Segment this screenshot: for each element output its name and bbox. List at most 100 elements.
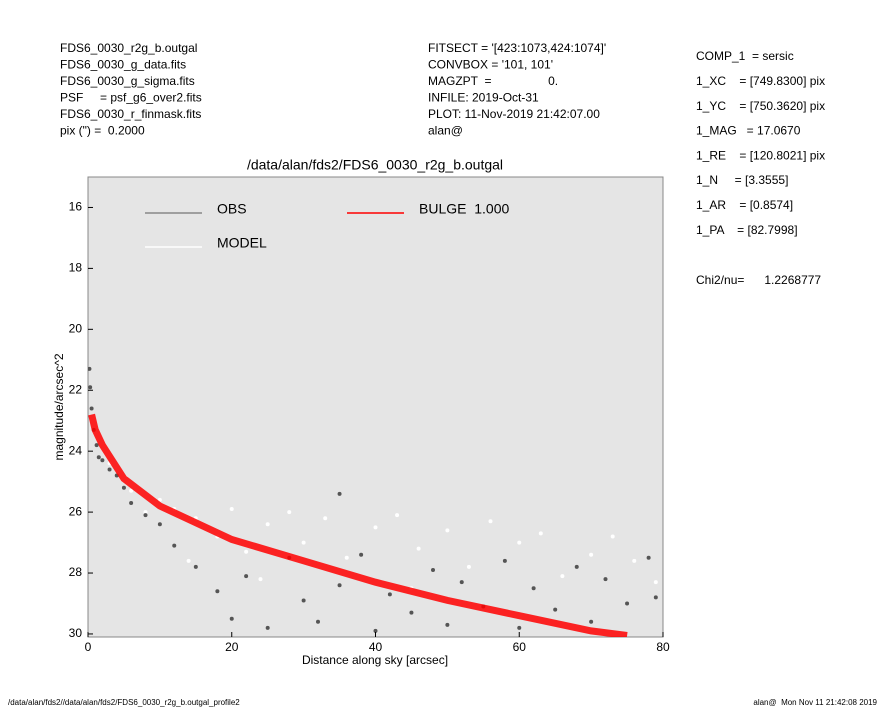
data-point: [94, 443, 99, 448]
y-tick-label: 26: [69, 504, 83, 518]
data-point: [553, 607, 558, 612]
data-point: [632, 558, 637, 563]
data-point: [517, 625, 522, 630]
data-point: [129, 488, 134, 493]
x-tick-label: 40: [369, 640, 383, 654]
data-point: [589, 552, 594, 557]
data-point: [301, 540, 306, 545]
y-tick-label: 24: [69, 443, 83, 457]
data-point: [466, 564, 471, 569]
data-point: [653, 580, 658, 585]
data-point: [129, 500, 134, 505]
data-point: [100, 458, 105, 463]
data-point: [229, 616, 234, 621]
data-point: [88, 366, 92, 371]
fit-parameter: 1_AR = [0.8574]: [696, 198, 793, 212]
data-point: [589, 619, 594, 624]
data-point: [416, 546, 421, 551]
data-point: [653, 595, 658, 600]
data-point: [445, 622, 450, 627]
fit-parameter: 1_MAG = 17.0670: [696, 124, 801, 138]
x-tick-label: 20: [225, 640, 239, 654]
data-point: [502, 558, 507, 563]
data-point: [517, 540, 522, 545]
data-point: [96, 455, 101, 460]
header-left-line: pix (") = 0.2000: [60, 124, 145, 138]
data-point: [157, 522, 162, 527]
data-point: [574, 564, 579, 569]
model-band: [88, 413, 628, 637]
y-axis-label: magnitude/arcsec^2: [52, 353, 66, 460]
fit-parameter: 1_RE = [120.8021] pix: [696, 148, 825, 162]
chart-title: /data/alan/fds2/FDS6_0030_r2g_b.outgal: [247, 157, 503, 173]
data-point: [610, 534, 615, 539]
fit-parameter: COMP_1 = sersic: [696, 49, 794, 63]
data-point: [265, 522, 270, 527]
plot-area: [87, 176, 664, 638]
header-mid-line: alan@: [428, 124, 463, 138]
data-point: [89, 406, 94, 411]
data-point: [316, 619, 320, 624]
y-tick-label: 22: [69, 382, 83, 396]
data-point: [244, 549, 249, 554]
chi2: Chi2/nu= 1.2268777: [696, 273, 821, 287]
data-point: [337, 491, 342, 496]
plot-content: [88, 366, 658, 637]
data-point: [431, 567, 435, 572]
x-tick-label: 60: [513, 640, 527, 654]
header-mid-line: FITSECT = '[423:1073,424:1074]': [428, 41, 606, 55]
fit-parameter: 1_N = [3.3555]: [696, 173, 788, 187]
fit-parameter: 1_PA = [82.7998]: [696, 223, 798, 237]
data-point: [488, 519, 493, 524]
data-point: [215, 589, 220, 594]
data-point: [265, 625, 270, 630]
data-point: [538, 531, 543, 536]
y-tick-label: 20: [69, 321, 83, 335]
legend-label: OBS: [217, 201, 247, 217]
footer-left: /data/alan/fds2//data/alan/fds2/FDS6_003…: [8, 698, 240, 707]
data-point: [409, 610, 414, 615]
data-point: [186, 558, 191, 563]
y-tick-label: 16: [69, 200, 83, 214]
header-mid-line: PLOT: 11-Nov-2019 21:42:07.00: [428, 107, 600, 121]
data-point: [445, 528, 450, 533]
x-tick-label: 80: [656, 640, 670, 654]
data-point: [107, 467, 112, 472]
x-axis-label: Distance along sky [arcsec]: [302, 653, 448, 667]
legend-label: MODEL: [217, 235, 267, 251]
x-tick-label: 0: [85, 640, 92, 654]
data-point: [625, 601, 630, 606]
data-point: [646, 555, 651, 560]
data-point: [344, 555, 349, 560]
data-point: [603, 577, 608, 582]
data-point: [531, 586, 536, 591]
header-left-line: PSF = psf_g6_over2.fits: [60, 91, 202, 105]
data-point: [143, 510, 148, 515]
data-point: [121, 485, 126, 490]
header-mid-line: MAGZPT = 0.: [428, 74, 558, 88]
header-left-line: FDS6_0030_r_finmask.fits: [60, 107, 201, 121]
y-tick-label: 18: [69, 261, 83, 275]
data-point: [387, 592, 392, 597]
y-tick-label: 30: [69, 626, 83, 640]
data-point: [258, 577, 263, 582]
data-point: [193, 564, 198, 569]
data-point: [88, 385, 93, 390]
y-tick-label: 28: [69, 565, 83, 579]
data-point: [287, 510, 292, 515]
header-left-line: FDS6_0030_r2g_b.outgal: [60, 41, 197, 55]
footer-right: alan@ Mon Nov 11 21:42:08 2019: [753, 698, 877, 707]
data-point: [229, 507, 234, 512]
data-point: [172, 543, 177, 548]
data-point: [359, 552, 364, 557]
data-point: [143, 513, 148, 518]
data-point: [323, 516, 328, 521]
header-left-line: FDS6_0030_g_sigma.fits: [60, 74, 195, 88]
data-point: [373, 525, 378, 530]
fit-parameter: 1_XC = [749.8300] pix: [696, 74, 825, 88]
data-point: [373, 628, 378, 633]
fit-parameter: 1_YC = [750.3620] pix: [696, 99, 825, 113]
header-mid-line: INFILE: 2019-Oct-31: [428, 91, 539, 105]
header-mid-line: CONVBOX = '101, 101': [428, 58, 553, 72]
